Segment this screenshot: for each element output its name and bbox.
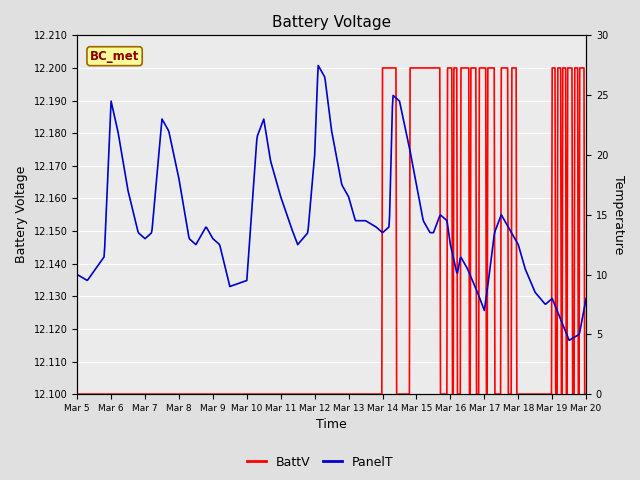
Y-axis label: Temperature: Temperature: [612, 175, 625, 254]
Text: BC_met: BC_met: [90, 50, 140, 63]
Y-axis label: Battery Voltage: Battery Voltage: [15, 166, 28, 264]
Legend: BattV, PanelT: BattV, PanelT: [242, 451, 398, 474]
X-axis label: Time: Time: [316, 419, 347, 432]
Title: Battery Voltage: Battery Voltage: [272, 15, 391, 30]
